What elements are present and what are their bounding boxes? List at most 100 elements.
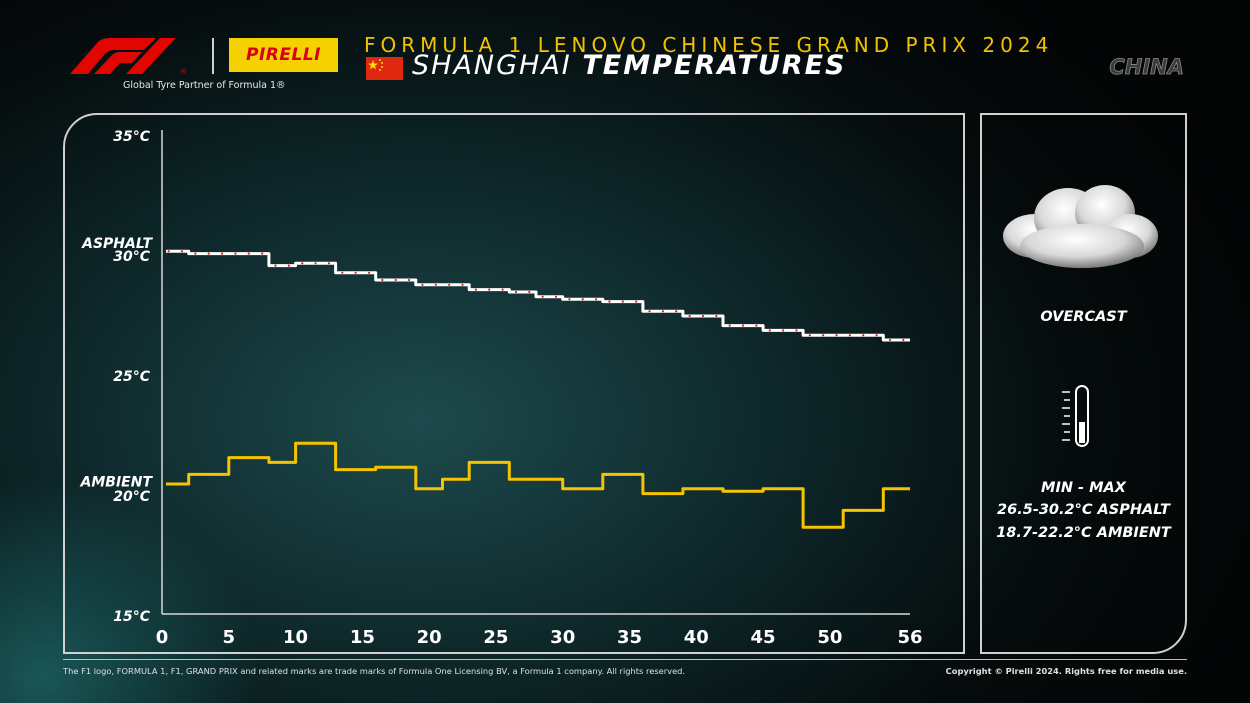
asphalt-point <box>247 252 250 255</box>
asphalt-point <box>221 252 224 255</box>
asphalt-point <box>327 262 331 265</box>
ambient-point <box>167 483 170 485</box>
asphalt-point <box>621 300 624 303</box>
ambient-point <box>515 478 517 481</box>
title-location: SHANGHAI <box>412 50 572 81</box>
svg-text:®: ® <box>180 68 187 76</box>
series-label-asphalt: ASPHALT <box>81 236 153 252</box>
ambient-point <box>675 492 678 495</box>
ambient-point <box>475 461 477 464</box>
ambient-point <box>541 478 544 481</box>
asphalt-point <box>408 278 411 282</box>
ambient-point <box>261 456 263 459</box>
x-tick-label: 15 <box>350 627 375 648</box>
ambient-point <box>488 461 491 464</box>
ambient-point <box>875 509 878 512</box>
asphalt-point <box>581 298 584 301</box>
ambient-point <box>368 468 370 471</box>
weather-condition: OVERCAST <box>1040 309 1127 325</box>
copyright-notice: Copyright © Pirelli 2024. Rights free fo… <box>945 666 1187 676</box>
x-tick-label: 30 <box>550 627 575 648</box>
x-tick-label: 20 <box>417 627 442 648</box>
pirelli-wordmark: PIRELLI <box>246 45 321 65</box>
asphalt-point <box>448 283 451 286</box>
y-tick-label: 30°C <box>113 249 150 265</box>
series-label-ambient: AMBIENT <box>80 475 154 491</box>
ambient-point <box>849 509 851 512</box>
ambient-point <box>234 456 237 459</box>
asphalt-point <box>795 329 798 332</box>
asphalt-point <box>274 264 277 267</box>
asphalt-point <box>461 283 464 286</box>
asphalt-point <box>595 298 598 301</box>
asphalt-range: 26.5-30.2°C ASPHALT <box>997 502 1170 518</box>
asphalt-point <box>635 300 638 303</box>
asphalt-point <box>848 334 851 337</box>
asphalt-point <box>421 283 424 286</box>
asphalt-point <box>728 324 731 327</box>
asphalt-point <box>194 252 197 255</box>
asphalt-point <box>367 271 371 274</box>
asphalt-point <box>554 295 558 298</box>
ambient-point <box>835 526 838 528</box>
asphalt-point <box>501 288 504 291</box>
ambient-point <box>341 468 344 471</box>
page-title: SHANGHAI TEMPERATURES <box>412 50 846 81</box>
x-tick-label: 5 <box>223 627 236 648</box>
ambient-point <box>782 488 784 490</box>
asphalt-point <box>528 290 531 294</box>
ambient-point <box>715 488 718 490</box>
ambient-point <box>194 473 197 476</box>
asphalt-point <box>675 310 678 313</box>
ambient-range: 18.7-22.2°C AMBIENT <box>996 525 1171 541</box>
footer-divider <box>63 659 1187 660</box>
ambient-point <box>461 478 464 481</box>
ambient-point <box>862 509 865 512</box>
chart-axes <box>161 130 910 615</box>
asphalt-point <box>902 338 905 342</box>
asphalt-point <box>862 334 865 337</box>
info-panel <box>980 113 1187 654</box>
ambient-point <box>274 461 277 464</box>
asphalt-point <box>261 252 264 255</box>
background-glow <box>0 420 260 703</box>
asphalt-point <box>755 324 758 327</box>
x-tick-label: 35 <box>617 627 642 648</box>
ambient-point <box>809 526 811 528</box>
title-subject: TEMPERATURES <box>582 50 847 81</box>
asphalt-point <box>608 300 611 303</box>
series-line-asphalt <box>166 249 910 342</box>
asphalt-point <box>381 278 384 282</box>
china-flag-icon <box>366 57 403 80</box>
x-tick-label: 45 <box>751 627 776 648</box>
ambient-point <box>435 488 437 490</box>
ambient-point <box>314 442 317 445</box>
ambient-point <box>221 473 223 476</box>
asphalt-point <box>287 264 290 267</box>
asphalt-point <box>835 334 838 337</box>
ambient-point <box>381 466 384 469</box>
min-max-label: MIN - MAX <box>1041 480 1126 496</box>
ambient-point <box>608 473 611 476</box>
ambient-point <box>622 473 624 476</box>
asphalt-point <box>234 252 237 255</box>
asphalt-point <box>768 329 771 332</box>
asphalt-point <box>314 262 317 265</box>
y-tick-label: 35°C <box>113 129 150 145</box>
asphalt-point <box>875 334 878 337</box>
ambient-point <box>595 488 597 490</box>
y-tick-label: 15°C <box>113 609 150 625</box>
asphalt-point <box>474 288 477 291</box>
ambient-point <box>648 492 651 495</box>
asphalt-point <box>715 314 718 318</box>
asphalt-point <box>648 310 651 313</box>
country-label: CHINA <box>1109 55 1184 80</box>
ambient-point <box>742 490 744 493</box>
x-tick-label: 56 <box>897 627 922 648</box>
ambient-point <box>408 466 410 469</box>
asphalt-point <box>354 271 357 274</box>
thermometer-icon <box>1062 385 1089 447</box>
y-tick-label: 25°C <box>113 369 150 385</box>
x-tick-label: 0 <box>156 627 169 648</box>
